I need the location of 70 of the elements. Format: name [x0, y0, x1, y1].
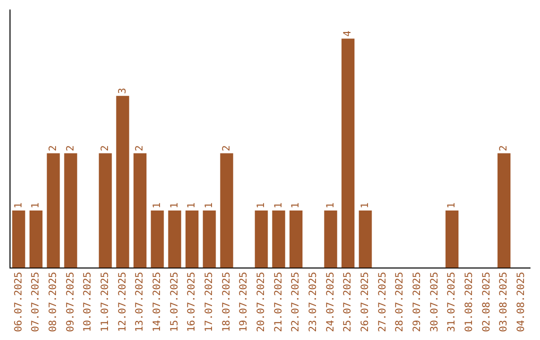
data-label: 3: [117, 88, 128, 94]
x-tick-label: 30.07.2025: [429, 272, 440, 332]
data-label: 2: [498, 145, 510, 152]
x-tick-label: 27.07.2025: [377, 272, 388, 332]
data-label: 1: [325, 202, 336, 209]
data-label: 2: [48, 145, 59, 152]
x-tick-label: 21.07.2025: [273, 272, 284, 332]
bar: [134, 153, 146, 268]
x-tick-label: 01.08.2025: [464, 272, 475, 332]
x-tick-label: 12.07.2025: [117, 272, 128, 332]
data-label: 1: [273, 202, 284, 209]
data-label: 1: [256, 202, 267, 209]
data-label: 1: [30, 202, 42, 209]
data-label: 4: [342, 30, 354, 37]
bar: [150, 210, 164, 268]
x-tick-label: 07.07.2025: [30, 272, 42, 332]
x-tick-label: 29.07.2025: [412, 272, 423, 332]
x-tick-label: 15.07.2025: [169, 272, 180, 332]
bar: [202, 210, 216, 268]
data-label: 2: [100, 145, 111, 152]
data-label: 1: [169, 202, 180, 209]
bar: [498, 153, 510, 268]
data-label: 2: [221, 145, 232, 152]
bar: [46, 153, 60, 268]
x-tick-label: 04.08.2025: [516, 272, 527, 332]
x-tick-label: 14.07.2025: [152, 272, 163, 332]
data-label: 1: [152, 202, 163, 209]
bar: [98, 153, 112, 268]
x-tick-label: 22.07.2025: [290, 272, 302, 332]
x-tick-label: 26.07.2025: [360, 272, 371, 332]
data-label: 1: [204, 202, 215, 209]
data-label: 2: [134, 145, 146, 152]
bar: [254, 210, 268, 268]
bar: [324, 210, 338, 268]
bar: [168, 210, 182, 268]
data-label: 1: [186, 202, 198, 209]
x-tick-label: 19.07.2025: [238, 272, 250, 332]
x-tick-label: 18.07.2025: [221, 272, 232, 332]
x-tick-label: 23.07.2025: [308, 272, 319, 332]
x-tick-label: 24.07.2025: [325, 272, 336, 332]
x-tick-label: 10.07.2025: [82, 272, 94, 332]
bar: [220, 153, 234, 268]
x-tick-label: 25.07.2025: [342, 272, 354, 332]
data-label: 1: [290, 202, 302, 209]
x-tick-label: 16.07.2025: [186, 272, 198, 332]
bar: [342, 38, 354, 268]
x-tick-label: 17.07.2025: [204, 272, 215, 332]
data-label: 2: [65, 145, 76, 152]
x-tick-label: 11.07.2025: [100, 272, 111, 332]
bar: [116, 96, 130, 268]
bar: [64, 153, 78, 268]
x-tick-label: 03.08.2025: [498, 272, 510, 332]
bar: [272, 210, 286, 268]
bar: [290, 210, 302, 268]
x-tick-label: 13.07.2025: [134, 272, 146, 332]
bar: [30, 210, 42, 268]
x-tick-label: 28.07.2025: [394, 272, 406, 332]
bar: [12, 210, 26, 268]
data-label: 1: [360, 202, 371, 209]
x-tick-label: 20.07.2025: [256, 272, 267, 332]
bar: [358, 210, 372, 268]
data-label: 1: [13, 202, 24, 209]
x-tick-label: 02.08.2025: [481, 272, 492, 332]
data-label: 1: [446, 202, 458, 209]
bar: [186, 210, 198, 268]
x-tick-label: 09.07.2025: [65, 272, 76, 332]
bar: [446, 210, 458, 268]
x-tick-label: 06.07.2025: [13, 272, 24, 332]
x-tick-label: 08.07.2025: [48, 272, 59, 332]
x-tick-label: 31.07.2025: [446, 272, 458, 332]
